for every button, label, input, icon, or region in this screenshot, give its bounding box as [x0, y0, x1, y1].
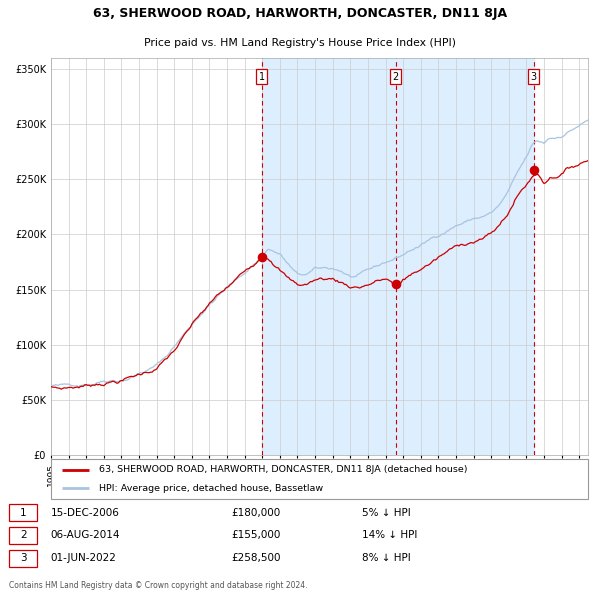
Point [257, 252, 266, 261]
Text: 3: 3 [530, 72, 537, 82]
Text: Contains HM Land Registry data © Crown copyright and database right 2024.
This d: Contains HM Land Registry data © Crown c… [9, 581, 307, 590]
Text: 01-JUN-2022: 01-JUN-2022 [50, 553, 116, 563]
Text: Price paid vs. HM Land Registry's House Price Index (HPI): Price paid vs. HM Land Registry's House … [144, 38, 456, 48]
Bar [262, 58, 534, 455]
Text: 8% ↓ HPI: 8% ↓ HPI [362, 553, 411, 563]
Point [391, 279, 401, 289]
FancyBboxPatch shape [9, 527, 37, 544]
FancyBboxPatch shape [9, 549, 37, 567]
Text: £180,000: £180,000 [232, 507, 281, 517]
Text: HPI: Average price, detached house, Bassetlaw: HPI: Average price, detached house, Bass… [100, 484, 323, 493]
Point [529, 165, 539, 175]
Text: 2: 2 [20, 530, 26, 540]
Text: £258,500: £258,500 [232, 553, 281, 563]
Text: 2: 2 [392, 72, 399, 82]
FancyBboxPatch shape [9, 504, 37, 522]
Text: 63, SHERWOOD ROAD, HARWORTH, DONCASTER, DN11 8JA: 63, SHERWOOD ROAD, HARWORTH, DONCASTER, … [93, 7, 507, 20]
Text: 06-AUG-2014: 06-AUG-2014 [50, 530, 120, 540]
Text: 1: 1 [20, 507, 26, 517]
Text: 63, SHERWOOD ROAD, HARWORTH, DONCASTER, DN11 8JA (detached house): 63, SHERWOOD ROAD, HARWORTH, DONCASTER, … [100, 466, 468, 474]
Text: 14% ↓ HPI: 14% ↓ HPI [362, 530, 418, 540]
Text: 1: 1 [259, 72, 265, 82]
Text: 15-DEC-2006: 15-DEC-2006 [50, 507, 119, 517]
Text: 3: 3 [20, 553, 26, 563]
Text: 5% ↓ HPI: 5% ↓ HPI [362, 507, 411, 517]
Text: £155,000: £155,000 [232, 530, 281, 540]
FancyBboxPatch shape [51, 459, 588, 499]
